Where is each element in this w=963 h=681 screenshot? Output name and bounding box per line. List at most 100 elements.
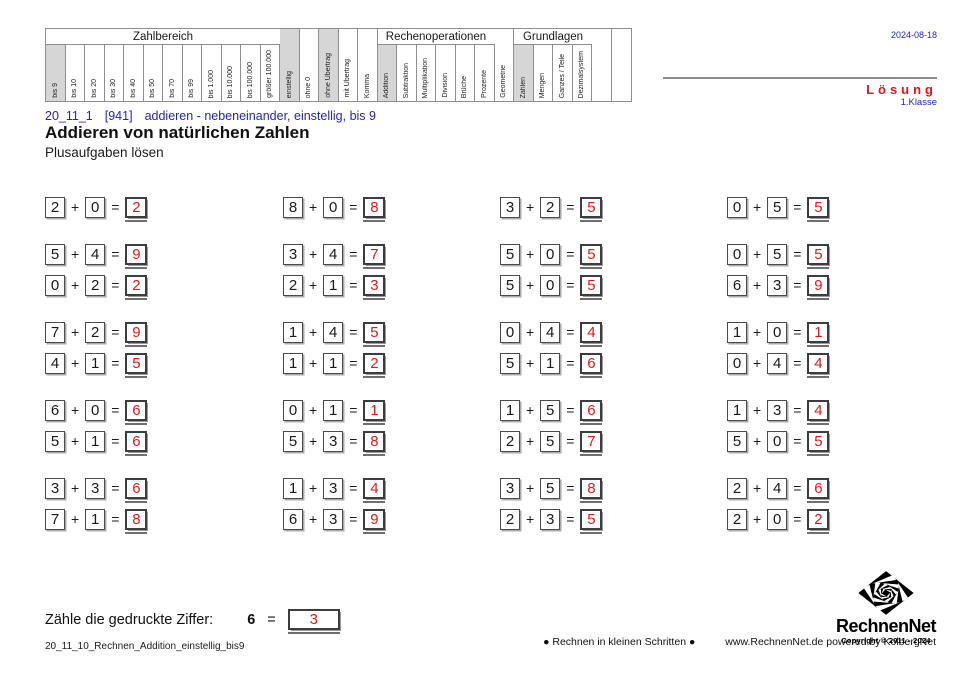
problem-row: 3 +3 = 6 1 +3 = 4 3 +5 = 8 2 +4 = 6 [45, 477, 917, 503]
header-col-label: bis 99 [188, 79, 196, 98]
answer-box: 2 [363, 352, 386, 378]
header-col-bis-99: bis 99 [183, 45, 202, 101]
answer-box: 5 [363, 321, 386, 347]
addition-problem: 5 +1 = 6 [45, 430, 283, 456]
operand-a-box: 8 [283, 196, 303, 218]
operand-a-box: 3 [500, 477, 520, 499]
addition-problem: 1 +1 = 2 [283, 352, 500, 378]
header-col-label: Zahlen [519, 76, 527, 98]
addition-problem: 5 +0 = 5 [500, 243, 727, 269]
plus-sign: + [526, 402, 535, 418]
plus-sign: + [526, 480, 535, 496]
equals-sign: = [111, 480, 120, 496]
header-col-label: bis 9 [51, 83, 59, 98]
operand-a-box: 2 [45, 196, 65, 218]
operand-b-box: 3 [323, 430, 344, 452]
answer-box: 6 [807, 477, 830, 503]
problems-grid: 2 +0 = 2 8 +0 = 8 3 +2 = 5 0 +5 = 5 5 +4 = 9 3 +4 = 7 5 +0 = 5 0 +5 = 5… [45, 196, 917, 555]
plus-sign: + [71, 402, 80, 418]
addition-problem: 2 +0 = 2 [727, 508, 917, 534]
plus-sign: + [309, 277, 318, 293]
operand-a-box: 2 [727, 477, 747, 499]
equals-sign: = [793, 355, 802, 371]
header-col-ohne-0: ohne 0 [300, 29, 319, 101]
plus-sign: + [309, 433, 318, 449]
equals-sign: = [111, 433, 120, 449]
header-col-label: bis 20 [90, 79, 98, 98]
addition-problem: 6 +0 = 6 [45, 399, 283, 425]
header-group-grundlagen: Grundlagen Zahlen Mengen Ganzes / Teile Dezi… [514, 29, 592, 101]
operand-b-box: 0 [540, 243, 561, 265]
addition-problem: 1 +4 = 5 [283, 321, 500, 347]
equals-sign: = [793, 402, 802, 418]
equals-sign: = [793, 277, 802, 293]
plus-sign: + [526, 355, 535, 371]
answer-box: 5 [580, 196, 603, 222]
addition-problem: 1 +0 = 1 [727, 321, 917, 347]
equals-sign: = [111, 199, 120, 215]
header-columns: bis 9 bis 10 bis 20 bis 30 bis 40 bis 50 bis 7… [46, 45, 280, 101]
answer-box: 6 [125, 399, 148, 425]
header-col-empty [592, 29, 612, 101]
equals-sign: = [793, 324, 802, 340]
addition-problem: 2 +3 = 5 [500, 508, 727, 534]
grade-label: 1.Klasse [900, 97, 937, 108]
addition-problem: 3 +5 = 8 [500, 477, 727, 503]
counting-answer-box: 3 [287, 609, 340, 634]
header-col-komma: Komma [358, 29, 378, 101]
spiral-logo-icon [858, 571, 914, 615]
addition-problem: 7 +2 = 9 [45, 321, 283, 347]
header-col-bis-20: bis 20 [85, 45, 105, 101]
header-col-bis-1-000: bis 1.000 [202, 45, 222, 101]
operand-a-box: 5 [500, 274, 520, 296]
header-col-empty [612, 29, 632, 101]
operand-a-box: 5 [45, 243, 65, 265]
header-col-bis-10: bis 10 [66, 45, 85, 101]
plus-sign: + [309, 199, 318, 215]
addition-problem: 7 +1 = 8 [45, 508, 283, 534]
plus-sign: + [526, 324, 535, 340]
operand-b-box: 3 [85, 477, 106, 499]
header-group-label: Rechenoperationen [377, 29, 495, 45]
equals-sign: = [793, 433, 802, 449]
header-col-label: Mengen [539, 72, 547, 98]
answer-box: 4 [580, 321, 603, 347]
header-col-multiplikation: Multiplikation [417, 45, 436, 101]
problem-row: 4 +1 = 5 1 +1 = 2 5 +1 = 6 0 +4 = 4 [45, 352, 917, 378]
equals-sign: = [111, 246, 120, 262]
header-col-label: bis 10 [71, 79, 79, 98]
operand-a-box: 2 [727, 508, 747, 530]
answer-box: 2 [125, 196, 148, 222]
logo-copyright: Copyright © 2011 - 2024 [841, 636, 931, 645]
plus-sign: + [309, 324, 318, 340]
operand-b-box: 1 [85, 352, 106, 374]
header-columns: Geometrie [495, 29, 514, 101]
operand-a-box: 4 [45, 352, 65, 374]
equals-sign: = [267, 611, 276, 628]
problem-group: 3 +3 = 6 1 +3 = 4 3 +5 = 8 2 +4 = 6 7 +1 = 8 6 +3 = 9 2 +3 = 5 2 +0 = 2 [45, 477, 917, 534]
operand-b-box: 3 [767, 399, 788, 421]
header-columns: einstellig ohne 0 ohne Übertrag mit Übertra… [280, 29, 378, 101]
operand-b-box: 5 [767, 243, 788, 265]
header-col-mengen: Mengen [534, 45, 553, 101]
solution-label: Lösung [866, 82, 937, 97]
addition-problem: 0 +5 = 5 [727, 196, 917, 222]
plus-sign: + [526, 246, 535, 262]
operand-a-box: 5 [45, 430, 65, 452]
answer-box: 6 [125, 477, 148, 503]
worksheet-meta: 20_11_1 [941] addieren - nebeneinander, ei… [45, 109, 388, 123]
addition-problem: 1 +3 = 4 [727, 399, 917, 425]
header-col-label: größer 100.000 [266, 50, 274, 98]
header-columns: Zahlen Mengen Ganzes / Teile Dezimalsystem [514, 45, 592, 101]
header-col-label: bis 30 [110, 79, 118, 98]
plus-sign: + [753, 402, 762, 418]
operand-a-box: 7 [45, 508, 65, 530]
logo-name: RechnenNet [835, 616, 937, 636]
operand-a-box: 1 [727, 321, 747, 343]
answer-box: 5 [125, 352, 148, 378]
plus-sign: + [71, 277, 80, 293]
equals-sign: = [566, 277, 575, 293]
operand-a-box: 3 [500, 196, 520, 218]
answer-box: 3 [363, 274, 386, 300]
